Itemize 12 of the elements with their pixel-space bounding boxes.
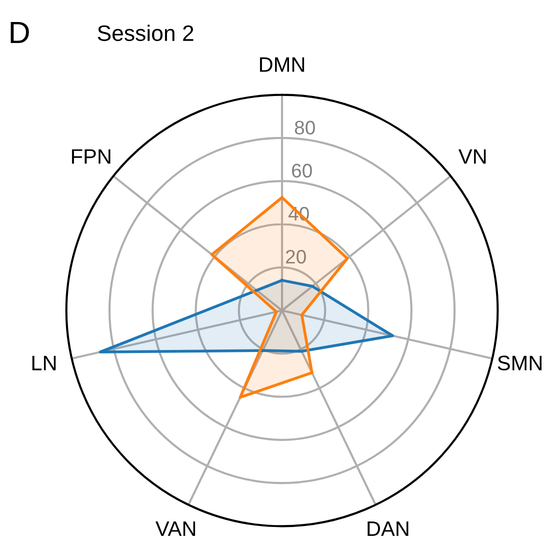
spoke-label: VN	[458, 149, 486, 164]
spoke-label: SMN	[498, 356, 542, 370]
spoke-label: VAN	[156, 522, 196, 536]
chart-title: Session 2	[98, 24, 194, 42]
spoke-label: FPN	[72, 149, 110, 164]
y-tick-label: 80	[294, 120, 315, 135]
spoke-label: DMN	[260, 57, 304, 72]
spoke-label: LN	[32, 356, 56, 370]
y-tick-label: 60	[292, 164, 312, 178]
spoke-label: DAN	[368, 522, 408, 536]
y-tick-label: 20	[286, 250, 306, 264]
text: D	[10, 22, 29, 43]
